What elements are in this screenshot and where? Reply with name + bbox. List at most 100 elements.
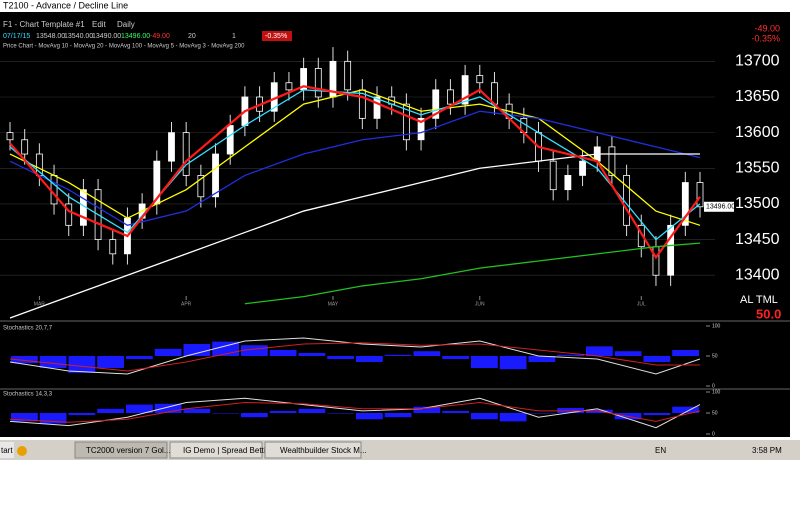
quote-change: -49.00 [150,33,170,40]
histogram-bar [269,350,297,356]
quote-pct: -0.35% [265,33,287,40]
chrome-icon[interactable] [17,446,27,456]
candle-body [109,239,117,255]
candle-body [432,89,440,119]
histogram-bar [471,413,498,420]
last-price-box [704,201,734,212]
histogram-bar [183,344,211,356]
moving-average [9,85,701,260]
period-menu[interactable]: Daily [117,20,135,29]
clock: 3:58 PM [752,446,782,455]
histogram-bar [241,345,268,356]
candle-body [608,146,616,176]
histogram-bar [183,408,211,413]
histogram-bar [97,408,124,413]
y-tick-label: 13600 [735,124,780,141]
pane-title: Stochastics 14,3,3 [3,392,53,398]
histogram-bar [643,356,671,362]
histogram-bar [442,356,469,359]
candle-body [461,75,469,105]
x-tick-label: MAY [328,301,339,307]
indicator-value: 50.0 [756,306,781,321]
start-label: tart [1,446,13,455]
histogram-bar [384,354,412,356]
histogram-bar [212,413,239,414]
pane-title: Stochastics 20,7,7 [3,326,53,332]
moving-average [9,110,701,227]
y-tick-label: 0 [712,383,715,389]
histogram-bar [327,356,354,359]
candle-body [549,160,557,191]
y-tick-label: 13450 [735,231,780,248]
candle-body [652,246,660,276]
x-tick-label: MAR [34,301,46,307]
candle-body [681,182,689,226]
candle-body [696,182,704,208]
histogram-bar [413,406,441,413]
moving-average [244,242,701,305]
histogram-bar [11,356,38,364]
candle-body [476,75,484,84]
histogram-bar [298,408,326,413]
candle-body [564,175,572,191]
histogram-bar [126,404,153,413]
histogram-bar [126,356,153,359]
task-ig[interactable] [169,441,263,459]
plot-area: 13400 13450 13500 13550 13600 13650 13700 MAR AP… [0,47,790,437]
candle-body [6,132,14,141]
candle-body [344,60,352,91]
quote-low: 13490.00 [92,33,121,40]
histogram-bar [11,413,38,422]
indicator-name: AL TML [740,294,778,306]
y-tick-label: 13700 [735,53,780,70]
stochastic-line [9,337,701,375]
start-button[interactable] [0,442,14,458]
histogram-bar [384,413,412,418]
task-label: IG Demo | Spread Betti... [183,446,272,455]
chart-window [0,0,790,437]
quote-high: 13540.00 [64,33,93,40]
quote-open: 13548.00 [36,33,65,40]
edit-button[interactable]: Edit [92,20,107,29]
y-tick-label: 50 [712,410,718,416]
candle-body [21,139,29,155]
histogram-bar [672,406,699,413]
stochastic-line [9,342,700,372]
moving-average [9,153,700,319]
language[interactable]: EN [655,446,666,455]
candle-body [285,82,293,91]
histogram-bar [154,348,182,356]
histogram-bar [327,413,354,414]
histogram-bar [442,410,469,413]
candle-body [417,117,425,141]
candle-body [579,160,586,176]
title-bar [0,0,790,12]
task-tc2000[interactable] [74,441,168,459]
histogram-bar [269,410,297,413]
histogram-bar [614,351,642,356]
right-change: -49.00 [754,23,780,33]
task-label: Wealthbuilder Stock M... [280,446,367,455]
histogram-bar [154,403,182,413]
candle-body [226,125,234,155]
stochastic-line [9,397,701,429]
x-tick-label: JUN [475,301,485,307]
candle-body [314,68,322,98]
task-wealthbuilder[interactable] [264,441,362,459]
quote-n2: 1 [232,33,236,40]
candle-body [667,224,675,276]
y-tick-label: 13550 [735,160,780,177]
histogram-bar [97,356,124,368]
candle-body [447,89,454,105]
histogram-bar [356,413,383,420]
y-tick-label: 0 [712,431,715,437]
template-menu[interactable]: F1 - Chart Template #1 [3,20,85,29]
last-price-label: 13496.00 [706,204,735,211]
y-tick-label: 50 [712,353,718,359]
pct-box [262,31,292,41]
histogram-bar [557,354,584,356]
candle-body [50,175,58,205]
histogram-bar [643,413,671,416]
histogram-bar [528,413,556,414]
